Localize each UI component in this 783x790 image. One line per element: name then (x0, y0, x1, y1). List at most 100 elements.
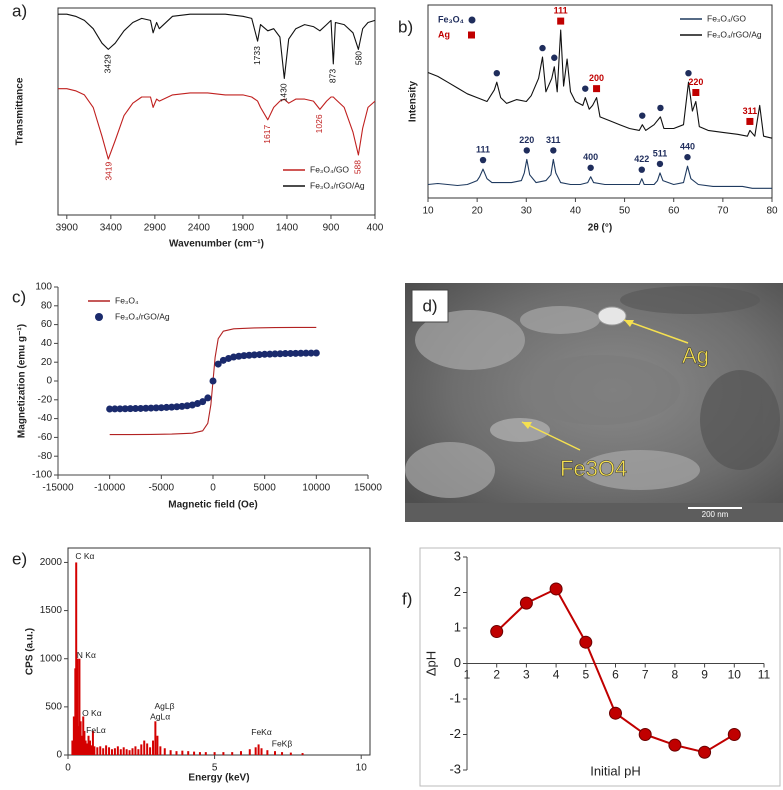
x-tick-label: 5000 (254, 483, 277, 494)
point (199, 398, 207, 406)
bar (289, 752, 292, 755)
phase-marker (587, 164, 594, 171)
point (579, 635, 593, 649)
point (245, 351, 253, 359)
x-tick-label: -5000 (149, 483, 175, 494)
peak-label: 400 (583, 152, 598, 162)
peak-label: 220 (519, 135, 534, 145)
y-tick-label: -60 (38, 432, 53, 443)
peak-label: 588 (353, 160, 363, 174)
sem-label: Fe3O4 (560, 456, 627, 481)
bar (156, 735, 159, 755)
bar (146, 743, 149, 755)
y-tick-label: 1000 (40, 653, 63, 664)
bar (143, 740, 146, 755)
x-tick-label: -10000 (94, 483, 126, 494)
peak-label: 3419 (103, 161, 113, 180)
phase-marker (593, 85, 601, 93)
point (281, 350, 289, 358)
point (147, 404, 155, 412)
y-axis-title: ΔpH (423, 651, 438, 676)
x-tick-label: 2400 (188, 223, 211, 234)
point (214, 360, 222, 368)
peak-label: 311 (743, 106, 758, 116)
point (297, 349, 305, 357)
point (157, 404, 165, 412)
bar (79, 721, 82, 755)
phase-marker (685, 70, 692, 77)
x-tick-label: 3 (523, 668, 530, 682)
x-tick-label: 70 (717, 206, 729, 217)
point (121, 405, 129, 413)
peak-annotation: C Kα (75, 551, 94, 561)
y-axis-title: CPS (a.u.) (25, 628, 36, 675)
peak-label: 580 (353, 51, 363, 65)
scale-bar-label: 200 nm (702, 510, 729, 519)
x-tick-label: 80 (766, 206, 778, 217)
phase-marker (493, 70, 500, 77)
x-tick-label: 15000 (354, 483, 382, 494)
bar (71, 740, 74, 755)
point (266, 350, 274, 358)
point (276, 350, 284, 358)
x-tick-label: 50 (619, 206, 631, 217)
legend-label: Fe₃O₄/GO (707, 13, 746, 23)
peak-annotation: AgLβ (154, 701, 174, 711)
arrowhead (624, 320, 634, 327)
bar (213, 752, 216, 755)
plot-frame (427, 4, 773, 199)
y-tick-label: 40 (41, 338, 53, 349)
point (163, 403, 170, 411)
bar (198, 752, 201, 755)
arrowhead (522, 422, 532, 429)
x-tick-label: -15000 (42, 483, 74, 494)
x-tick-label: 7 (642, 668, 649, 682)
bar (187, 751, 190, 755)
bar (87, 735, 90, 755)
bar (99, 746, 102, 755)
legend-swatch (95, 313, 103, 321)
bar (281, 752, 284, 755)
legend-label: Fe₃O₄/rGO/Ag (707, 29, 762, 39)
point (142, 404, 150, 412)
point (106, 405, 114, 413)
phase-marker (684, 153, 691, 161)
y-tick-label: -1 (449, 690, 461, 705)
point (519, 596, 533, 610)
ag-particle (597, 306, 627, 326)
point (132, 405, 139, 413)
bar (113, 748, 116, 755)
bar (116, 746, 119, 755)
peak-label: 873 (328, 69, 338, 83)
series-line (58, 88, 376, 160)
arrow (623, 319, 689, 344)
y-axis-title: Intensity (408, 81, 419, 123)
point (292, 349, 300, 357)
x-tick-label: 9 (701, 668, 708, 682)
point (111, 405, 119, 413)
bar (154, 721, 157, 755)
x-tick-label: 6 (612, 668, 619, 682)
point (240, 352, 248, 360)
phase-marker (523, 147, 530, 154)
x-tick-label: 10 (422, 206, 434, 217)
bar (72, 716, 75, 755)
x-tick-label: 1900 (232, 223, 255, 234)
bar (266, 750, 269, 755)
bar (110, 749, 113, 755)
bar (204, 752, 207, 755)
phase-marker (656, 160, 664, 168)
x-tick-label: 900 (323, 223, 340, 234)
peak-label: 1617 (262, 125, 272, 144)
x-tick-label: 2900 (144, 223, 167, 234)
peak-label: 1026 (314, 114, 324, 133)
y-tick-label: 1500 (40, 605, 63, 616)
bar (169, 750, 172, 755)
x-axis-title: 2θ (°) (588, 223, 612, 234)
y-tick-label: 100 (35, 282, 52, 293)
point (183, 402, 191, 410)
bar (84, 740, 87, 755)
legend-label: Fe₃O₄/GO (310, 164, 349, 174)
bar (175, 751, 178, 755)
plot-frame (57, 7, 376, 216)
